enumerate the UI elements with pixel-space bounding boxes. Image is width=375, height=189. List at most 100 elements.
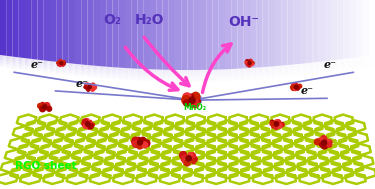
Polygon shape bbox=[34, 126, 54, 137]
Polygon shape bbox=[46, 161, 67, 172]
Polygon shape bbox=[102, 115, 120, 126]
Polygon shape bbox=[288, 69, 294, 71]
Polygon shape bbox=[90, 173, 110, 184]
Polygon shape bbox=[109, 132, 128, 143]
Circle shape bbox=[189, 99, 197, 107]
Polygon shape bbox=[50, 66, 56, 68]
Text: e⁻: e⁻ bbox=[301, 85, 314, 96]
Polygon shape bbox=[344, 0, 350, 59]
Polygon shape bbox=[206, 74, 213, 76]
Polygon shape bbox=[169, 74, 175, 76]
Circle shape bbox=[246, 63, 249, 66]
Polygon shape bbox=[56, 126, 75, 137]
Circle shape bbox=[45, 105, 50, 110]
Polygon shape bbox=[325, 65, 331, 67]
Polygon shape bbox=[275, 161, 295, 172]
Circle shape bbox=[248, 62, 251, 64]
Polygon shape bbox=[87, 70, 94, 72]
Polygon shape bbox=[44, 68, 50, 70]
Polygon shape bbox=[231, 70, 237, 72]
Polygon shape bbox=[63, 68, 69, 71]
Polygon shape bbox=[337, 126, 356, 137]
Polygon shape bbox=[144, 75, 150, 77]
Polygon shape bbox=[300, 63, 306, 65]
Polygon shape bbox=[69, 161, 90, 172]
Polygon shape bbox=[194, 77, 200, 79]
Circle shape bbox=[251, 61, 253, 63]
Polygon shape bbox=[38, 61, 44, 63]
Polygon shape bbox=[165, 126, 183, 137]
Polygon shape bbox=[319, 0, 325, 62]
Polygon shape bbox=[275, 69, 281, 71]
Polygon shape bbox=[31, 63, 38, 66]
Polygon shape bbox=[75, 0, 81, 64]
Polygon shape bbox=[281, 68, 288, 70]
Polygon shape bbox=[131, 68, 138, 70]
Polygon shape bbox=[219, 120, 237, 132]
Polygon shape bbox=[250, 72, 256, 74]
Polygon shape bbox=[119, 72, 125, 74]
Polygon shape bbox=[350, 63, 356, 66]
Circle shape bbox=[180, 152, 187, 159]
Polygon shape bbox=[231, 0, 237, 69]
Polygon shape bbox=[25, 64, 31, 66]
Polygon shape bbox=[274, 149, 293, 161]
Polygon shape bbox=[194, 73, 200, 74]
Polygon shape bbox=[38, 67, 44, 69]
Polygon shape bbox=[288, 70, 294, 73]
Polygon shape bbox=[112, 73, 119, 75]
Polygon shape bbox=[6, 60, 12, 63]
Polygon shape bbox=[144, 115, 163, 126]
Polygon shape bbox=[200, 76, 206, 77]
Polygon shape bbox=[63, 70, 69, 72]
Polygon shape bbox=[331, 0, 338, 60]
Polygon shape bbox=[298, 161, 318, 172]
Polygon shape bbox=[188, 70, 194, 71]
Polygon shape bbox=[160, 173, 180, 184]
Polygon shape bbox=[169, 71, 175, 73]
Circle shape bbox=[192, 160, 196, 164]
Polygon shape bbox=[19, 63, 25, 66]
Polygon shape bbox=[60, 155, 80, 167]
Polygon shape bbox=[162, 70, 169, 71]
Polygon shape bbox=[269, 0, 275, 67]
Polygon shape bbox=[138, 0, 144, 69]
Circle shape bbox=[188, 153, 192, 157]
Circle shape bbox=[62, 62, 65, 65]
Polygon shape bbox=[231, 69, 237, 70]
Polygon shape bbox=[300, 68, 306, 70]
Polygon shape bbox=[194, 0, 200, 70]
Polygon shape bbox=[312, 68, 319, 70]
Polygon shape bbox=[275, 0, 281, 66]
Polygon shape bbox=[47, 120, 66, 132]
Polygon shape bbox=[331, 66, 338, 68]
Polygon shape bbox=[175, 70, 181, 71]
Polygon shape bbox=[75, 70, 81, 72]
Polygon shape bbox=[138, 72, 144, 74]
Polygon shape bbox=[187, 115, 205, 126]
Polygon shape bbox=[111, 120, 130, 132]
Polygon shape bbox=[294, 70, 300, 72]
Circle shape bbox=[297, 84, 299, 87]
Polygon shape bbox=[94, 69, 100, 71]
Polygon shape bbox=[63, 63, 69, 65]
Polygon shape bbox=[19, 59, 25, 61]
Polygon shape bbox=[253, 173, 273, 184]
Polygon shape bbox=[85, 144, 104, 155]
Polygon shape bbox=[196, 155, 214, 167]
Polygon shape bbox=[321, 161, 340, 172]
Polygon shape bbox=[256, 70, 262, 72]
Polygon shape bbox=[325, 0, 331, 61]
Polygon shape bbox=[363, 62, 369, 64]
Polygon shape bbox=[338, 62, 344, 64]
Polygon shape bbox=[144, 69, 150, 71]
Polygon shape bbox=[213, 73, 219, 74]
Polygon shape bbox=[292, 115, 311, 126]
Polygon shape bbox=[125, 71, 131, 73]
Circle shape bbox=[191, 100, 199, 108]
Circle shape bbox=[138, 140, 142, 145]
Polygon shape bbox=[325, 62, 331, 64]
Polygon shape bbox=[138, 75, 144, 77]
Polygon shape bbox=[119, 138, 138, 149]
Polygon shape bbox=[251, 138, 270, 149]
